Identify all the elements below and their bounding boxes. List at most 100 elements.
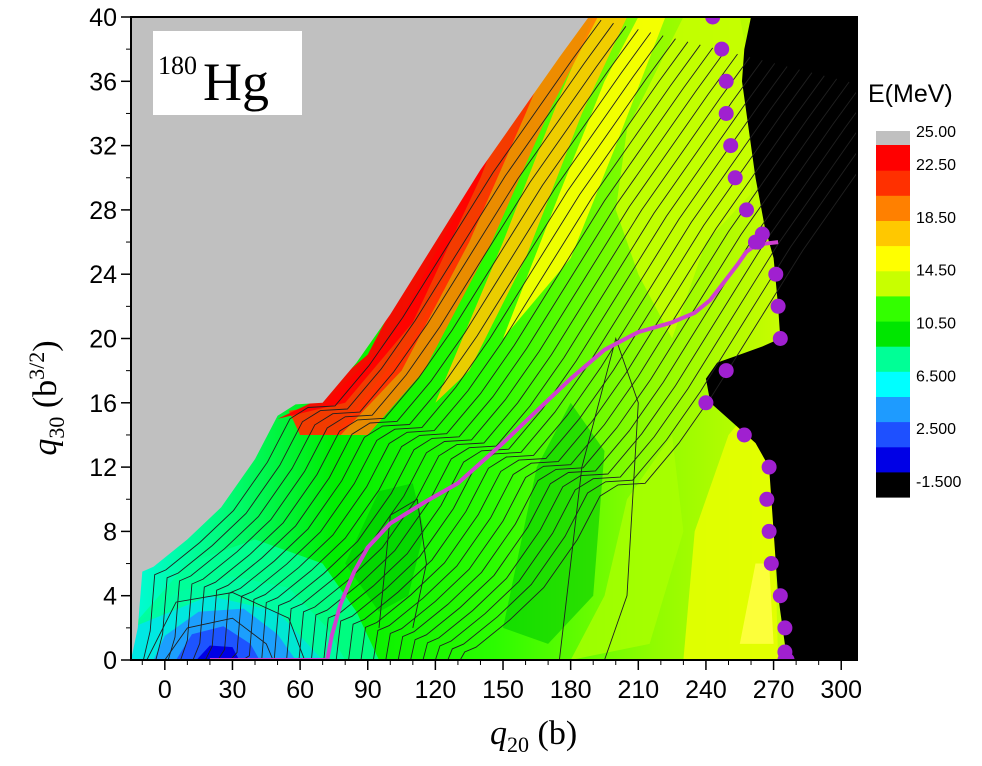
x-tick-label: 90 (354, 676, 382, 704)
contour-line (142, 19, 602, 660)
scission-point (718, 106, 734, 121)
x-tick-label: 120 (415, 676, 457, 704)
y-tick-label: 28 (89, 197, 117, 225)
y-tick-label: 4 (103, 583, 117, 611)
contour-line (167, 26, 627, 660)
y-tick-label: 32 (89, 133, 117, 161)
contour-line (279, 53, 738, 660)
colorbar-above-range (876, 131, 910, 145)
colorbar-swatch (876, 421, 910, 448)
scission-point (759, 491, 775, 507)
contour-line (229, 41, 689, 660)
x-tick-label: 240 (685, 676, 727, 704)
y-tick-label: 16 (89, 390, 117, 418)
x-tick-label: 0 (158, 676, 172, 704)
colorbar-swatch (876, 371, 910, 397)
x-tick-label: 60 (286, 676, 314, 704)
y-axis: 0 4 8 12 16 20 24 28 32 36 40 (89, 4, 131, 675)
fission-path-line (209, 240, 779, 660)
nucleus-label-box: 180 Hg (153, 31, 302, 115)
x-tick-label: 210 (617, 676, 659, 704)
scission-point (698, 395, 714, 411)
contour-line (441, 151, 857, 660)
scission-point (750, 234, 766, 250)
colorbar-tick-label: 25.00 (916, 124, 956, 141)
contour-band (435, 17, 627, 403)
contour-line (341, 69, 800, 660)
scission-point (779, 652, 795, 660)
contour-line (192, 32, 652, 660)
y-tick-label: 0 (103, 647, 117, 675)
colorbar-tick-label: 2.500 (916, 421, 956, 438)
element-symbol: Hg (203, 52, 269, 112)
colorbar-swatch (876, 245, 910, 272)
contour-band (131, 539, 379, 660)
scission-point (763, 556, 779, 571)
scission-point (770, 298, 786, 314)
contour-band (176, 626, 260, 660)
y-tick-label: 36 (89, 68, 117, 96)
contour-line (267, 50, 726, 660)
contour-line (254, 47, 714, 660)
contour-line (391, 81, 850, 660)
y-axis-title: q30 (b3/2) (24, 340, 69, 455)
scission-point (718, 73, 734, 89)
colorbar-swatch (876, 145, 910, 171)
colorbar-swatch (876, 220, 910, 247)
contour-band (503, 402, 605, 644)
scission-point (739, 202, 754, 218)
colorbar-tick-label: 18.50 (916, 210, 956, 227)
x-tick-label: 180 (550, 676, 592, 704)
colorbar-swatch (876, 295, 910, 322)
colorbar-tick-label: 6.500 (916, 368, 956, 385)
colorbar-swatch (876, 346, 910, 372)
scission-point (718, 363, 734, 379)
contour-line (329, 66, 788, 660)
scission-point (772, 588, 788, 604)
plot-area (131, 17, 857, 660)
contour-line (242, 44, 701, 660)
contour-line (428, 130, 857, 660)
mass-number: 180 (158, 51, 197, 80)
scission-point (727, 170, 743, 186)
contour-line (155, 22, 614, 660)
contour-band (570, 435, 684, 660)
contour-band (739, 563, 774, 644)
contour-line (378, 498, 427, 628)
contour-line (453, 172, 857, 660)
x-tick-label: 300 (820, 676, 862, 704)
scission-point (777, 620, 793, 636)
scission-point (761, 459, 777, 475)
colorbar-swatch (876, 396, 910, 423)
y-tick-label: 12 (89, 454, 117, 482)
scission-point (714, 41, 730, 57)
colorbar-swatch (876, 321, 910, 347)
contour-line (204, 35, 664, 660)
svg-text:180 Hg: 180 Hg (158, 51, 269, 112)
colorbar-swatch (876, 446, 910, 473)
contour-line (304, 60, 763, 660)
x-axis: 0 30 60 90 120 150 180 210 240 270 300 (141, 660, 862, 704)
colorbar-swatch (876, 471, 910, 498)
colorbar-tick-label: 22.50 (916, 157, 956, 174)
contour-line (164, 617, 274, 660)
x-axis-title: q20 (b) (490, 715, 577, 757)
contour-band (333, 17, 598, 435)
colorbar-tick-label: 10.50 (916, 316, 956, 333)
scission-point (736, 427, 752, 443)
colorbar-swatch (876, 270, 910, 297)
colorbar-swatch (876, 170, 910, 196)
contour-line (558, 336, 639, 660)
x-tick-label: 150 (482, 676, 524, 704)
x-tick-label: 270 (753, 676, 795, 704)
y-tick-label: 8 (103, 518, 117, 546)
colorbar-swatch (876, 195, 910, 221)
scission-point (705, 17, 721, 25)
contour-line (217, 38, 676, 660)
y-tick-label: 20 (89, 326, 117, 354)
y-tick-label: 24 (89, 261, 117, 289)
colorbar-title: E(MeV) (868, 80, 953, 108)
colorbar: 25.00 22.50 18.50 14.50 10.50 6.500 2.500 -1.50… (876, 124, 961, 498)
contour-line (180, 29, 639, 660)
